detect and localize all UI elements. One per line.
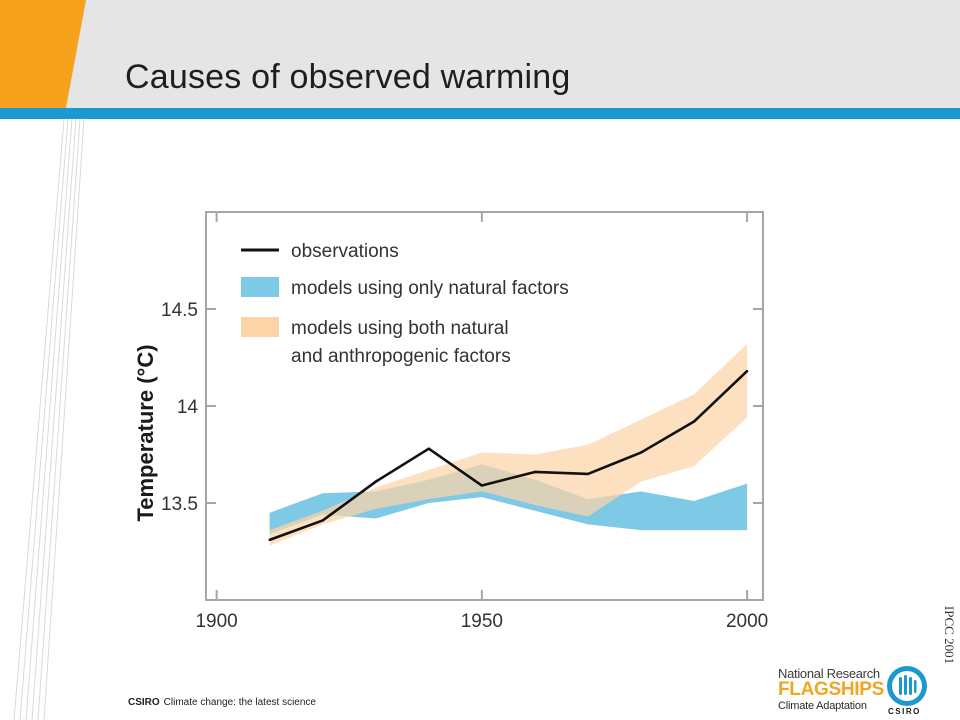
observation-point xyxy=(692,420,696,423)
legend-label: models using both natural xyxy=(291,318,509,339)
legend-label-line2: and anthropogenic factors xyxy=(291,346,511,367)
flagships-logo: National Research FLAGSHIPS Climate Adap… xyxy=(778,662,938,720)
observation-point xyxy=(639,451,643,454)
observation-point xyxy=(745,369,749,373)
x-tick-label: 2000 xyxy=(726,611,768,632)
legend-swatch-band xyxy=(241,277,279,297)
y-axis-label: Temperature (°C) xyxy=(133,344,158,521)
logo-wordmark: CSIRO xyxy=(888,707,921,716)
logo-line-national-research: National Research xyxy=(778,666,880,681)
header-blue-rule xyxy=(0,108,960,119)
y-tick-label: 14 xyxy=(177,397,199,418)
band-models-using-both-natural-and-anthropogenic-factors xyxy=(269,343,748,546)
observation-point xyxy=(586,472,590,476)
logo-line-flagships: FLAGSHIPS xyxy=(778,679,885,700)
corner-decoration xyxy=(0,0,86,720)
legend-swatch-band xyxy=(241,317,279,337)
observation-point xyxy=(427,447,430,450)
source-note: IPCC 2001 xyxy=(938,592,960,678)
series-line-observations xyxy=(269,370,748,542)
observation-point xyxy=(533,470,537,474)
x-tick-label: 1900 xyxy=(195,611,237,632)
source-note-text: IPCC 2001 xyxy=(942,605,957,665)
footer-caption: Climate change: the latest science xyxy=(163,697,316,708)
x-tick-label: 1950 xyxy=(461,611,503,632)
observation-point xyxy=(321,519,324,522)
header-band xyxy=(0,0,960,108)
logo-line-climate-adaptation: Climate Adaptation xyxy=(778,700,867,712)
observation-point xyxy=(268,538,271,542)
legend-label: models using only natural factors xyxy=(291,278,569,299)
footer-org: CSIRO xyxy=(128,697,160,708)
y-tick-label: 13.5 xyxy=(161,494,198,515)
observation-point xyxy=(480,484,484,487)
slide-title: Causes of observed warming xyxy=(125,58,571,96)
band-models-using-only-natural-factors xyxy=(269,464,748,535)
footer: CSIRO Climate change: the latest science xyxy=(128,697,316,708)
csiro-emblem-icon xyxy=(887,666,927,706)
legend-label: observations xyxy=(291,241,399,262)
observation-point xyxy=(374,480,377,483)
y-tick-label: 14.5 xyxy=(161,300,198,321)
